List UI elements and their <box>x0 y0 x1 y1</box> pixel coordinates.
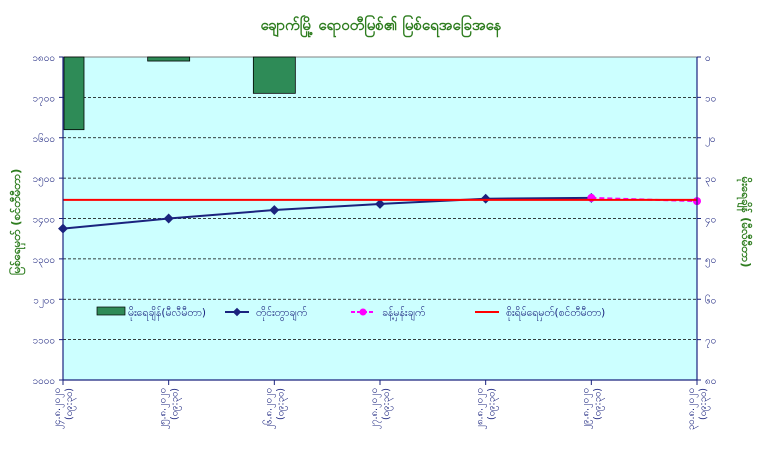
left-tick-label: ၁၃၀၀ <box>33 255 56 268</box>
svg-text:(၀၉:၃၀): (၀၉:၃၀) <box>487 388 499 420</box>
observed-point <box>480 193 491 204</box>
x-axis-ticks: ၂၄.၈.၂၀၂၀ (၀၉:၃၀) ၂၅.၈.၂၀၂၀ (၀၉:၃၀) ၂၆.၈.၂၀၂… <box>52 380 710 430</box>
left-tick-label: ၁၆၀၀ <box>33 132 56 145</box>
svg-text:၂၈.၈.၂၀၂၀: ၂၈.၈.၂၀၂၀ <box>475 388 487 430</box>
svg-text:(၀၉:၃၀): (၀၉:၃၀) <box>592 388 604 420</box>
right-tick-label: ၀ <box>705 53 711 64</box>
left-tick-label: ၁၂၀၀ <box>33 295 55 308</box>
left-tick-label: ၁၈၀၀ <box>32 53 55 64</box>
left-tick-label: ၁၀၀၀ <box>33 376 56 387</box>
left-tick-label: ၁၇၀၀ <box>33 93 56 106</box>
left-axis-ticks: ၁၀၀၀ ၁၁၀၀ ၁၂၀၀ ၁၃၀၀ ၁၄၀၀ ၁၅၀၀ ၁၆၀၀ ၁၇၀၀ ၁၈၀၀ <box>32 53 63 387</box>
right-tick-label: ၈၀ <box>705 376 716 387</box>
right-tick-label: ၆၀ <box>705 293 716 306</box>
x-tick-label: ၂၅.၈.၂၀၂၀ (၀၉:၃၀) <box>158 388 182 430</box>
legend-label: တိုင်းတွာချက် <box>256 306 307 321</box>
observed-point <box>375 199 385 209</box>
svg-text:၂၉.၈.၂၀၂၀: ၂၉.၈.၂၀၂၀ <box>580 388 592 430</box>
x-tick-label: ၂၄.၈.၂၀၂၀ (၀၉:၃၀) <box>52 388 76 430</box>
left-tick-label: ၁၄၀၀ <box>33 215 56 228</box>
right-tick-label: ၂၀ <box>705 134 716 147</box>
svg-text:၂၆.၈.၂၀၂၀: ၂၆.၈.၂၀၂၀ <box>263 388 275 430</box>
svg-text:(၀၉:၃၀): (၀၉:၃၀) <box>698 388 710 420</box>
right-axis-label: မိုးရေချိန် (မီလီမီတာ) <box>736 176 753 268</box>
svg-text:(၀၉:၃၀): (၀၉:၃၀) <box>170 388 182 420</box>
legend-marker <box>359 308 367 316</box>
right-tick-label: ၅၀ <box>705 255 716 268</box>
x-tick-label: ၂၇.၈.၂၀၂၀ (၀၉:၃၀) <box>369 388 393 430</box>
svg-text:၂၅.၈.၂၀၂၀: ၂၅.၈.၂၀၂၀ <box>158 388 170 430</box>
x-tick-label: ၂၆.၈.၂၀၂၀ (၀၉:၃၀) <box>263 388 287 430</box>
left-axis-label: မြစ်ရေမှတ် (စင်တီမီတာ) <box>8 169 26 276</box>
legend-swatch-rainfall <box>96 306 126 316</box>
left-tick-label: ၁၁၀၀ <box>33 336 56 347</box>
rainfall-bar <box>252 56 296 94</box>
legend-label: စိုးရိမ်ရေမှတ်(စင်တီမီတာ) <box>506 306 605 321</box>
legend-label: မိုးရေချိန်(မီလီမီတာ) <box>128 306 206 321</box>
observed-point <box>163 213 174 224</box>
rainfall-bar <box>63 56 85 131</box>
right-tick-label: ၄၀ <box>705 215 716 228</box>
left-tick-label: ၁၅၀၀ <box>33 174 56 187</box>
right-tick-label: ၁၀ <box>705 93 716 104</box>
rainfall-bar <box>147 56 191 62</box>
observed-line <box>62 196 592 230</box>
x-tick-label: ၂၉.၈.၂၀၂၀ (၀၉:၃၀) <box>580 388 604 430</box>
legend-label: ခန့်မှန်းချက် <box>382 306 425 321</box>
svg-text:(၀၉:၃၀): (၀၉:၃၀) <box>275 388 287 420</box>
x-tick-label: ၃၀.၈.၂၀၂၀ (၀၉:၃၀) <box>686 388 710 430</box>
svg-text:၂၄.၈.၂၀၂၀: ၂၄.၈.၂၀၂၀ <box>52 388 64 430</box>
svg-text:(၀၉:၃၀): (၀၉:၃၀) <box>64 388 76 420</box>
right-tick-label: ၃၀ <box>705 174 716 187</box>
rainfall-bars <box>63 56 296 131</box>
legend: မိုးရေချိန်(မီလီမီတာ) တိုင်းတွာချက် ခန့်မှ… <box>96 306 605 321</box>
svg-text:(၀၉:၃၀): (၀၉:၃၀) <box>381 388 393 420</box>
legend-marker <box>232 307 242 317</box>
right-tick-label: ၇၀ <box>705 336 716 349</box>
x-tick-label: ၂၈.၈.၂၀၂၀ (၀၉:၃၀) <box>475 388 499 430</box>
svg-text:၃၀.၈.၂၀၂၀: ၃၀.၈.၂၀၂၀ <box>686 388 698 430</box>
observed-point <box>269 205 280 215</box>
svg-text:၂၇.၈.၂၀၂၀: ၂၇.၈.၂၀၂၀ <box>369 388 381 430</box>
